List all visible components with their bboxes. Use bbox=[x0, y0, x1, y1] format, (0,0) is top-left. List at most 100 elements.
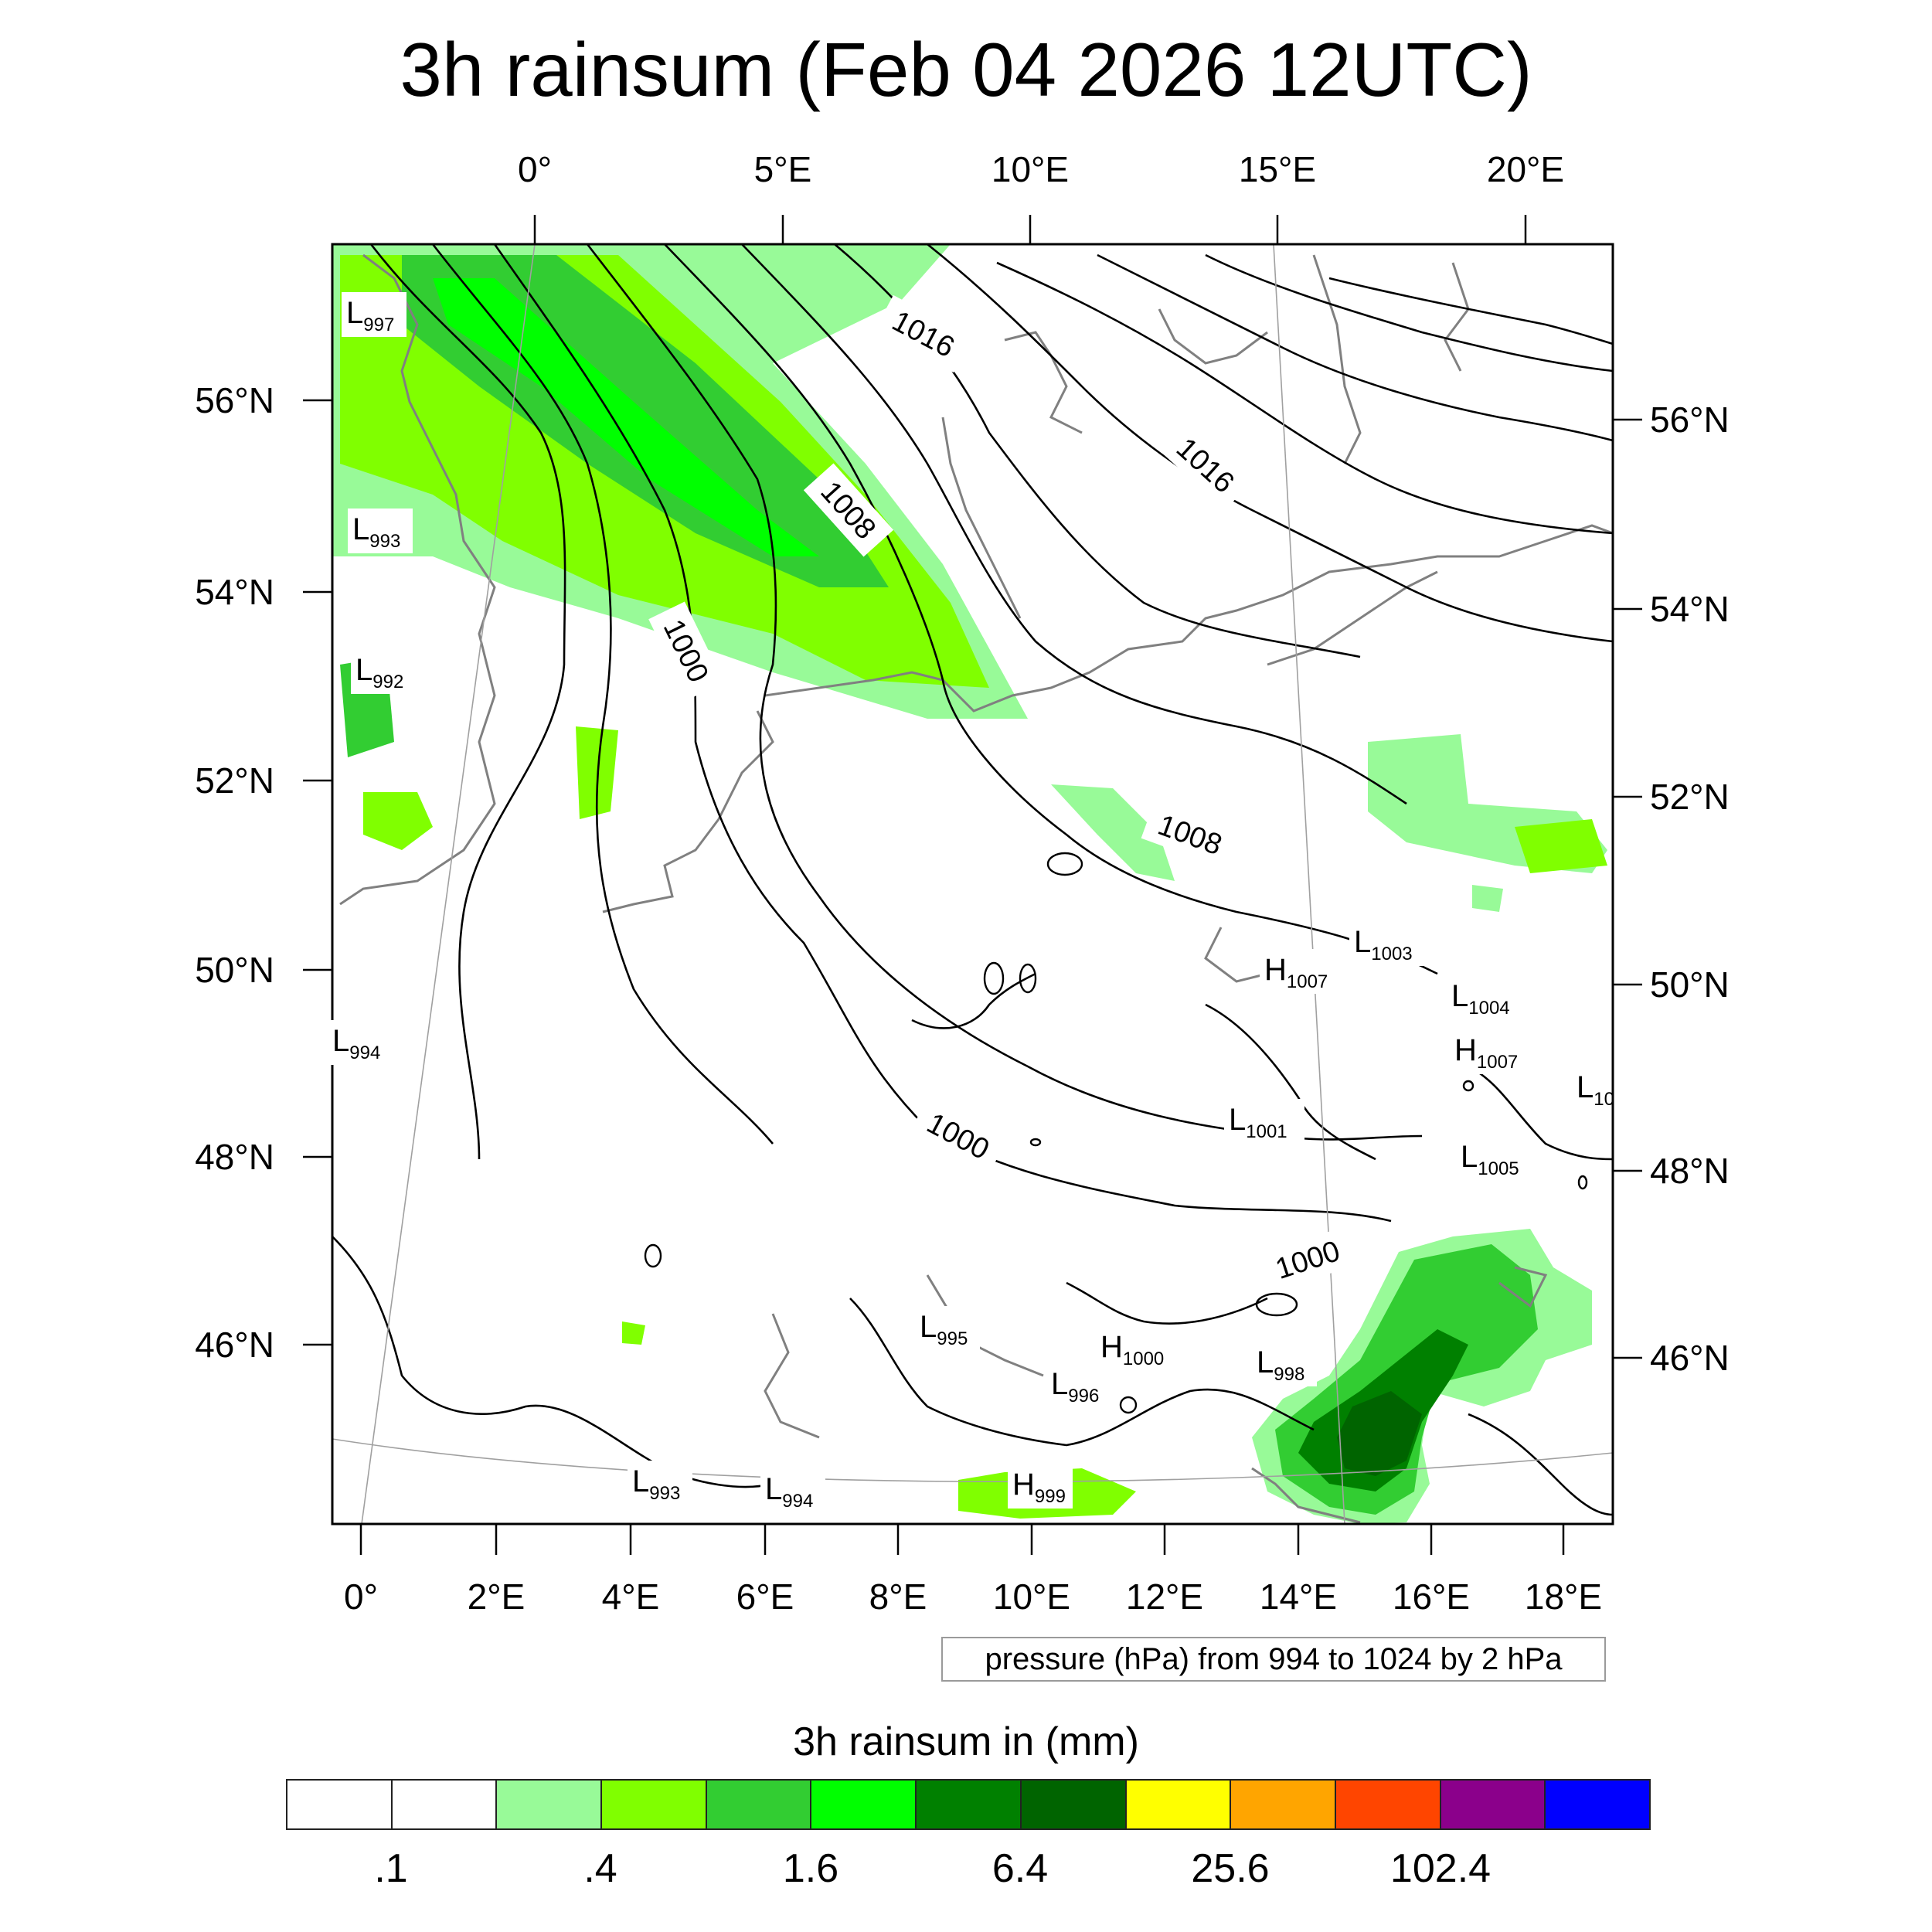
svg-text:L998: L998 bbox=[1257, 1345, 1304, 1385]
svg-text:L994: L994 bbox=[332, 1024, 380, 1063]
top-lon-label: 0° bbox=[518, 149, 552, 189]
right-lat-labels: 56°N 54°N 52°N 50°N 48°N 46°N bbox=[1650, 400, 1730, 1378]
right-ticks bbox=[1613, 418, 1642, 1359]
right-lat-label: 52°N bbox=[1650, 777, 1730, 817]
bottom-lon-label: 2°E bbox=[468, 1577, 526, 1617]
pressure-system-marker: L995 bbox=[915, 1306, 980, 1351]
top-lon-label: 20°E bbox=[1487, 149, 1564, 189]
svg-text:L1001: L1001 bbox=[1229, 1103, 1287, 1142]
svg-text:L995: L995 bbox=[920, 1310, 968, 1349]
top-lon-label: 15°E bbox=[1239, 149, 1316, 189]
pressure-system-marker: L996 bbox=[1046, 1363, 1111, 1408]
isobar-labels: 1016 1016 1008 1008 1000 1000 1000 bbox=[648, 294, 1357, 1293]
pressure-contour-note: pressure (hPa) from 994 to 1024 by 2 hPa bbox=[941, 1637, 1606, 1682]
top-lon-label: 5°E bbox=[754, 149, 812, 189]
bottom-lon-label: 6°E bbox=[736, 1577, 794, 1617]
svg-text:L10: L10 bbox=[1577, 1070, 1614, 1110]
rain-band-streak bbox=[433, 278, 819, 556]
pressure-system-marker: H1007 bbox=[1260, 949, 1340, 994]
colorbar-swatch bbox=[497, 1781, 603, 1828]
colorbar-swatch bbox=[1335, 1781, 1441, 1828]
rain-patch bbox=[1051, 784, 1175, 881]
rain-patch bbox=[1472, 885, 1503, 912]
svg-text:L997: L997 bbox=[346, 296, 394, 335]
pressure-system-marker: L1001 bbox=[1224, 1099, 1304, 1144]
pressure-system-marker: L992 bbox=[351, 649, 416, 694]
right-lat-label: 50°N bbox=[1650, 964, 1730, 1005]
svg-text:L993: L993 bbox=[632, 1464, 680, 1504]
bottom-lon-labels: 0° 2°E 4°E 6°E 8°E 10°E 12°E 14°E 16°E 1… bbox=[344, 1577, 1602, 1617]
map-title: 3h rainsum (Feb 04 2026 12UTC) bbox=[400, 27, 1532, 112]
colorbar-swatch bbox=[917, 1781, 1022, 1828]
pressure-system-marker: H999 bbox=[1008, 1464, 1073, 1509]
pressure-system-marker: L997 bbox=[342, 292, 406, 337]
svg-text:L1003: L1003 bbox=[1354, 925, 1413, 964]
rain-patch bbox=[1515, 819, 1607, 873]
colorbar-swatch bbox=[1126, 1781, 1232, 1828]
svg-text:H1007: H1007 bbox=[1454, 1033, 1518, 1073]
left-lat-label: 50°N bbox=[195, 950, 274, 990]
pressure-system-marker: L1005 bbox=[1456, 1136, 1536, 1181]
right-lat-label: 54°N bbox=[1650, 589, 1730, 629]
pressure-system-marker: L993 bbox=[348, 509, 413, 553]
colorbar-swatch bbox=[1546, 1781, 1649, 1828]
left-lat-label: 52°N bbox=[195, 760, 274, 801]
rain-patch bbox=[363, 792, 433, 850]
left-lat-label: 56°N bbox=[195, 380, 274, 420]
graticule bbox=[332, 244, 1613, 1524]
rain-area-core bbox=[1337, 1391, 1422, 1476]
colorbar-swatch bbox=[706, 1781, 812, 1828]
pressure-system-marker: L1003 bbox=[1349, 921, 1430, 966]
bottom-lon-label: 10°E bbox=[993, 1577, 1070, 1617]
pressure-system-marker: L1004 bbox=[1447, 975, 1527, 1020]
isobar-contours bbox=[332, 244, 1613, 1516]
svg-text:L994: L994 bbox=[765, 1472, 813, 1512]
pressure-system-labels: L997 L993 L992 L994 H1007 L1003 L1004 H bbox=[328, 292, 1614, 1513]
left-lat-label: 54°N bbox=[195, 572, 274, 612]
svg-text:H1007: H1007 bbox=[1264, 953, 1328, 992]
right-lat-label: 56°N bbox=[1650, 400, 1730, 440]
pressure-system-marker: H1007 bbox=[1450, 1029, 1530, 1074]
map-frame bbox=[331, 243, 1614, 1526]
pressure-system-marker: L994 bbox=[760, 1468, 825, 1513]
svg-text:L996: L996 bbox=[1051, 1367, 1099, 1406]
bottom-lon-label: 16°E bbox=[1393, 1577, 1470, 1617]
bottom-lon-label: 8°E bbox=[869, 1577, 927, 1617]
colorbar-label: 6.4 bbox=[992, 1846, 1049, 1891]
colorbar-title: 3h rainsum in (mm) bbox=[793, 1719, 1139, 1764]
pressure-system-marker: H1000 bbox=[1096, 1326, 1176, 1371]
left-lat-labels: 56°N 54°N 52°N 50°N 48°N 46°N bbox=[195, 380, 274, 1365]
colorbar-swatch bbox=[392, 1781, 498, 1828]
colorbar-label: .4 bbox=[583, 1846, 617, 1891]
left-lat-label: 48°N bbox=[195, 1137, 274, 1177]
colorbar-swatch bbox=[602, 1781, 707, 1828]
colorbar-label: 25.6 bbox=[1191, 1846, 1270, 1891]
colorbar-label: 102.4 bbox=[1389, 1846, 1492, 1891]
rain-patch bbox=[622, 1321, 645, 1345]
colorbar-swatch bbox=[1440, 1781, 1546, 1828]
bottom-lon-label: 4°E bbox=[602, 1577, 660, 1617]
top-lon-label: 10°E bbox=[992, 149, 1069, 189]
top-ticks bbox=[533, 215, 1527, 244]
colorbar bbox=[286, 1779, 1651, 1830]
bottom-ticks bbox=[359, 1524, 1565, 1555]
left-lat-label: 46°N bbox=[195, 1325, 274, 1365]
colorbar-label: 1.6 bbox=[782, 1846, 839, 1891]
colorbar-swatch bbox=[811, 1781, 917, 1828]
bottom-lon-label: 0° bbox=[344, 1577, 378, 1617]
pressure-system-marker: L993 bbox=[628, 1461, 692, 1505]
pressure-system-marker: L998 bbox=[1252, 1342, 1317, 1386]
isobar-rings bbox=[644, 852, 1588, 1414]
pressure-system-marker: L10 bbox=[1572, 1066, 1614, 1111]
right-lat-label: 48°N bbox=[1650, 1151, 1730, 1191]
svg-text:L992: L992 bbox=[355, 653, 403, 692]
colorbar-swatch bbox=[1231, 1781, 1336, 1828]
colorbar-swatch bbox=[1021, 1781, 1127, 1828]
svg-text:H1000: H1000 bbox=[1100, 1330, 1164, 1369]
svg-text:H999: H999 bbox=[1012, 1468, 1066, 1507]
right-lat-label: 46°N bbox=[1650, 1338, 1730, 1378]
bottom-lon-label: 18°E bbox=[1525, 1577, 1602, 1617]
bottom-lon-label: 12°E bbox=[1126, 1577, 1203, 1617]
coastlines bbox=[339, 253, 1613, 1524]
